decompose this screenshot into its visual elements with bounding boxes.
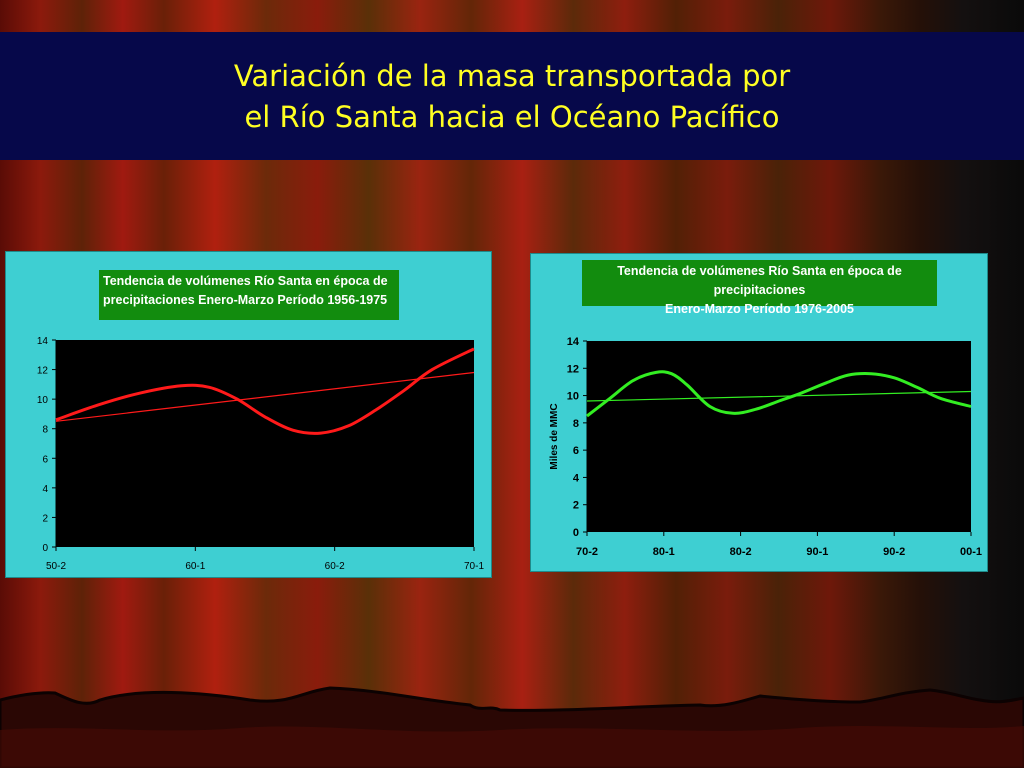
chart-right-x-tick-label: 90-1 [806, 546, 828, 558]
chart-left-y-tick-label: 4 [42, 484, 48, 495]
chart-right-series-line [586, 370, 972, 418]
chart-right-y-tick-label: 12 [567, 363, 579, 375]
chart-panel-right: 0 2 4 6 8 10 12 14 70-2 80-1 80-2 90-1 90-2 00-1 Miles… [530, 253, 988, 572]
chart-left-y-tick-label: 12 [37, 366, 49, 377]
chart-left-y-tick-label: 2 [42, 513, 48, 524]
chart-right-title: Tendencia de volúmenes Río Santa en époc… [582, 260, 937, 316]
chart-left-title: Tendencia de volúmenes Río Santa en époc… [99, 270, 399, 320]
chart-left-title-line1: Tendencia de volúmenes Río Santa en époc… [103, 274, 388, 288]
chart-left-trend-line [55, 371, 475, 422]
chart-left-svg: 0 2 4 6 8 10 12 14 50-2 60-1 60-2 70-1 [37, 336, 485, 572]
chart-right-y-tick-label: 4 [573, 472, 580, 484]
chart-right-y-tick-label: 0 [573, 527, 579, 539]
chart-right-y-tick-label: 8 [573, 418, 579, 430]
chart-right-x-tick-label: 90-2 [883, 546, 905, 558]
slide-title-line2: el Río Santa hacia el Océano Pacífico [244, 100, 780, 134]
title-banner [0, 32, 1024, 160]
chart-right-x-tick-label: 70-2 [576, 546, 598, 558]
chart-right-y-tick-label: 6 [573, 445, 579, 457]
chart-left-x-tick-label: 50-2 [46, 561, 66, 572]
chart-right-plot-area [587, 341, 971, 532]
chart-left-y-tick-label: 10 [37, 395, 49, 406]
chart-right-y-tick-label: 10 [567, 391, 579, 403]
chart-left-y-tick-label: 0 [42, 543, 48, 554]
chart-left-title-line2: precipitaciones Enero-Marzo Período 1956… [103, 293, 388, 307]
chart-left-y-tick-label: 8 [42, 425, 48, 436]
slide-title-line1: Variación de la masa transportada por [233, 59, 791, 93]
chart-right-title-line2: Enero-Marzo Período 1976-2005 [665, 302, 854, 316]
chart-right-svg: 0 2 4 6 8 10 12 14 70-2 80-1 80-2 90-1 90-2 00-1 Miles… [549, 336, 982, 558]
chart-left-series-line [55, 347, 475, 435]
chart-right-title-line1: Tendencia de volúmenes Río Santa en époc… [617, 264, 902, 297]
chart-right-x-tick-label: 00-1 [960, 546, 982, 558]
chart-right-y-tick-label: 2 [573, 500, 579, 512]
chart-left-x-tick-label: 60-1 [185, 561, 205, 572]
chart-right-x-tick-label: 80-1 [653, 546, 675, 558]
chart-right-x-tick-label: 80-2 [730, 546, 752, 558]
chart-right-trend-line [586, 390, 972, 402]
chart-left-plot-area [56, 340, 474, 547]
slide-title: Variación de la masa transportada por el… [0, 56, 1024, 138]
chart-right-y-tick-label: 14 [567, 336, 580, 348]
chart-left-y-tick-label: 6 [42, 454, 48, 465]
chart-left-x-tick-label: 70-1 [464, 561, 484, 572]
chart-right-y-axis-label: Miles de MMC [549, 403, 560, 469]
chart-panel-left: 0 2 4 6 8 10 12 14 50-2 60-1 60-2 70-1 Tendencia de… [5, 251, 492, 578]
chart-left-x-tick-label: 60-2 [325, 561, 345, 572]
chart-left-y-tick-label: 14 [37, 336, 49, 347]
